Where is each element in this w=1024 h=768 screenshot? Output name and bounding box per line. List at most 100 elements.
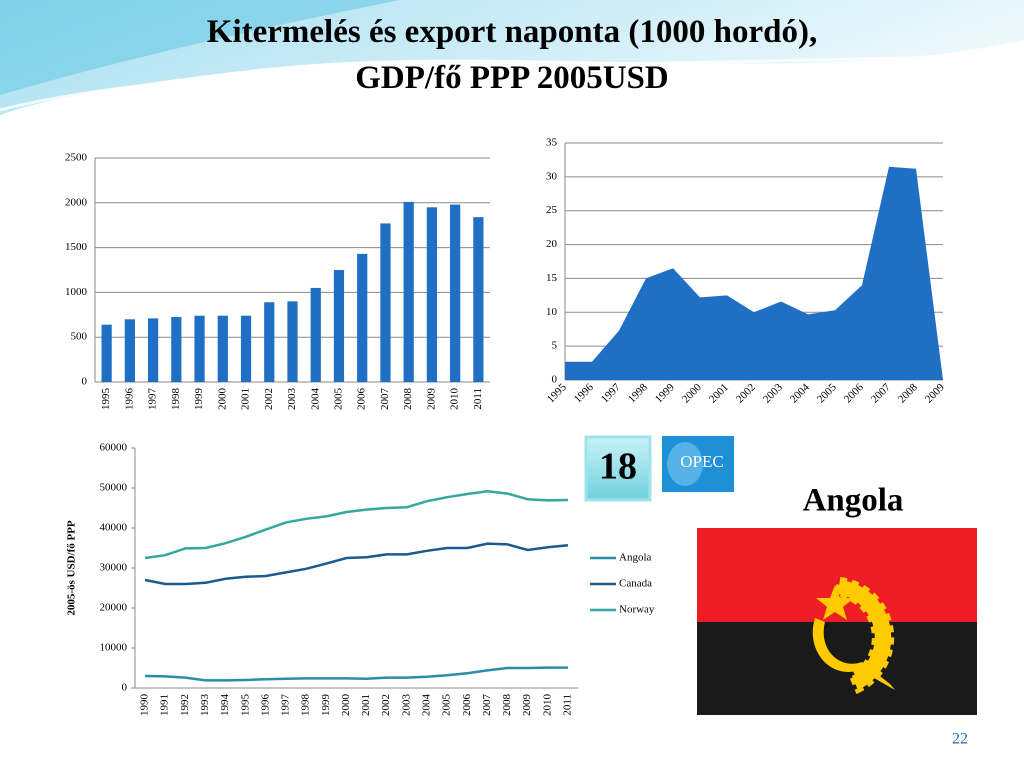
x-tick-label: 2009 [923, 381, 947, 405]
legend-label: Angola [619, 552, 652, 564]
x-tick-label: 2000 [680, 381, 704, 405]
bar [217, 315, 228, 382]
x-tick-label: 1994 [219, 694, 231, 717]
x-tick-label: 1999 [320, 694, 332, 717]
y-tick-label: 25 [546, 204, 558, 216]
x-tick-label: 2004 [788, 381, 812, 405]
x-tick-label: 1995 [545, 381, 569, 405]
x-tick-label: 1995 [100, 388, 112, 411]
x-tick-label: 2008 [896, 381, 920, 405]
x-tick-label: 2011 [561, 694, 573, 716]
legend-label: Canada [619, 578, 652, 590]
bar [264, 302, 275, 382]
y-tick-label: 1500 [65, 241, 88, 253]
x-tick-label: 2005 [441, 694, 453, 717]
flag-gear-fill [838, 580, 892, 690]
slide-title: GDP/fő PPP 2005USD [355, 60, 668, 96]
y-tick-label: 0 [552, 374, 558, 386]
x-tick-label: 1999 [193, 388, 205, 411]
area [565, 166, 943, 380]
x-tick-label: 2003 [400, 694, 412, 717]
y-tick-label: 0 [122, 682, 128, 694]
y-tick-label: 20000 [100, 602, 128, 614]
bar [171, 317, 182, 382]
bar [287, 301, 298, 382]
bar [473, 217, 484, 382]
x-tick-label: 2007 [481, 694, 493, 717]
page-number: 22 [952, 731, 968, 748]
x-tick-label: 1998 [170, 388, 182, 411]
x-tick-label: 2006 [842, 381, 866, 405]
x-tick-label: 1996 [572, 381, 596, 405]
y-tick-label: 50000 [100, 482, 128, 494]
y-tick-label: 5 [552, 340, 558, 352]
x-tick-label: 2001 [240, 388, 252, 410]
x-tick-label: 2001 [707, 381, 731, 405]
y-tick-label: 35 [546, 137, 558, 149]
y-tick-label: 0 [82, 376, 88, 388]
x-tick-label: 2005 [333, 388, 345, 411]
badge [584, 435, 652, 502]
bar [357, 253, 368, 382]
x-tick-label: 2004 [309, 388, 321, 411]
x-tick-label: 1996 [123, 388, 135, 411]
background-swoosh [0, 53, 1024, 112]
flag-machete [812, 618, 895, 690]
y-tick-label: 40000 [100, 522, 128, 534]
x-tick-label: 1999 [653, 381, 677, 405]
line [144, 489, 568, 560]
bar [240, 315, 252, 382]
bar [403, 201, 414, 382]
line [145, 666, 568, 682]
y-tick-label: 2000 [65, 196, 88, 208]
x-tick-label: 2010 [449, 388, 461, 411]
bar [147, 318, 159, 382]
y-tick-label: 30 [546, 170, 558, 182]
x-tick-label: 2007 [379, 388, 391, 411]
line [144, 542, 569, 586]
x-tick-label: 1997 [280, 694, 292, 717]
x-tick-label: 1998 [626, 381, 650, 405]
x-tick-label: 2006 [461, 694, 473, 717]
x-tick-label: 2004 [421, 694, 433, 717]
x-tick-label: 2006 [356, 388, 368, 411]
background-wave [0, 0, 400, 95]
y-tick-label: 500 [71, 331, 88, 343]
x-tick-label: 2000 [216, 388, 228, 411]
x-tick-label: 2001 [360, 694, 372, 716]
x-tick-label: 1993 [199, 694, 211, 717]
y-tick-label: 15 [546, 272, 558, 284]
x-tick-label: 1997 [147, 388, 159, 411]
x-tick-label: 2002 [263, 388, 275, 410]
x-tick-label: 1997 [599, 381, 623, 405]
y-tick-label: 60000 [100, 442, 128, 454]
y-tick-label: 30000 [100, 562, 128, 574]
x-tick-label: 1998 [300, 694, 312, 717]
x-tick-label: 2002 [380, 694, 392, 716]
slide-title: Kitermelés és export naponta (1000 hordó… [207, 14, 817, 50]
x-tick-label: 2005 [815, 381, 839, 405]
x-tick-label: 2008 [402, 388, 414, 411]
y-axis-title: 2005-ös USD/fő PPP [66, 520, 78, 616]
bar [194, 315, 205, 382]
x-tick-label: 2010 [541, 694, 553, 717]
bar [310, 287, 321, 382]
y-tick-label: 20 [546, 238, 558, 250]
bar [101, 324, 112, 382]
x-tick-label: 1992 [179, 694, 191, 716]
opec-logo-text: OPEC [680, 452, 723, 471]
y-tick-label: 1000 [65, 286, 88, 298]
bar [380, 223, 391, 382]
bar [333, 270, 345, 382]
x-tick-label: 2009 [425, 388, 437, 411]
x-tick-label: 1991 [159, 694, 171, 716]
x-tick-label: 2002 [734, 381, 758, 405]
x-tick-label: 1990 [139, 694, 151, 717]
badge-text: 18 [599, 446, 637, 488]
x-tick-label: 2007 [869, 381, 893, 405]
x-tick-label: 2003 [286, 388, 298, 411]
flag-star [816, 585, 854, 620]
bar [426, 207, 438, 382]
